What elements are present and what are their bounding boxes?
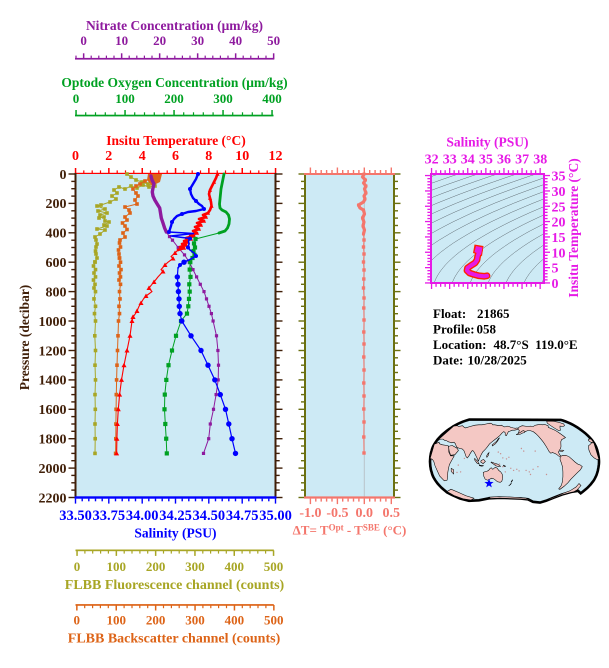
svg-text:10: 10 [115, 33, 128, 48]
svg-text:35: 35 [479, 153, 493, 168]
svg-text:0: 0 [74, 559, 81, 574]
svg-text:2000: 2000 [39, 462, 67, 477]
svg-text:Float:: Float: [433, 306, 466, 321]
svg-text:15: 15 [552, 231, 566, 246]
svg-text:0: 0 [552, 277, 559, 292]
svg-text:8: 8 [205, 149, 212, 164]
svg-text:33.75: 33.75 [92, 508, 125, 524]
svg-text:50: 50 [267, 33, 280, 48]
svg-text:33.50: 33.50 [59, 508, 92, 524]
svg-text:25: 25 [552, 200, 566, 215]
svg-text:48.7°S 119.0°E: 48.7°S 119.0°E [494, 337, 578, 352]
svg-text:058: 058 [477, 322, 497, 337]
svg-text:38: 38 [533, 153, 547, 168]
svg-text:0.0: 0.0 [356, 506, 374, 521]
svg-text:500: 500 [264, 559, 284, 574]
svg-text:34: 34 [461, 153, 475, 168]
svg-text:34.50: 34.50 [192, 508, 225, 524]
svg-text:30: 30 [191, 33, 204, 48]
svg-text:100: 100 [115, 91, 135, 106]
svg-text:6: 6 [172, 149, 179, 164]
svg-text:-1.0: -1.0 [299, 506, 321, 521]
svg-text:200: 200 [46, 197, 67, 212]
svg-text:2: 2 [105, 149, 112, 164]
svg-text:Optode Oxygen Concentration (μ: Optode Oxygen Concentration (μm/kg) [61, 75, 287, 90]
svg-text:10: 10 [235, 149, 249, 164]
svg-text:800: 800 [46, 285, 67, 300]
svg-text:34.00: 34.00 [126, 508, 159, 524]
svg-text:400: 400 [262, 91, 282, 106]
svg-text:2200: 2200 [39, 491, 67, 506]
svg-text:20: 20 [153, 33, 166, 48]
svg-text:1400: 1400 [39, 374, 67, 389]
svg-text:Pressure (decibar): Pressure (decibar) [17, 285, 32, 391]
svg-text:37: 37 [515, 153, 529, 168]
svg-text:21865: 21865 [477, 306, 510, 321]
svg-text:1000: 1000 [39, 315, 67, 330]
svg-text:0: 0 [73, 91, 80, 106]
svg-text:12: 12 [269, 149, 283, 164]
svg-text:34.75: 34.75 [226, 508, 259, 524]
svg-text:200: 200 [146, 559, 166, 574]
svg-text:200: 200 [164, 91, 184, 106]
svg-text:Salinity (PSU): Salinity (PSU) [446, 135, 528, 150]
svg-text:400: 400 [224, 559, 244, 574]
svg-text:4: 4 [139, 149, 146, 164]
svg-text:FLBB Backscatter channel (coun: FLBB Backscatter channel (counts) [68, 632, 281, 647]
svg-text:34.25: 34.25 [159, 508, 192, 524]
svg-text:300: 300 [213, 91, 233, 106]
svg-text:Location:: Location: [433, 337, 486, 352]
svg-text:300: 300 [185, 613, 205, 628]
svg-text:400: 400 [225, 613, 245, 628]
svg-text:5: 5 [552, 262, 559, 277]
svg-text:FLBB Fluorescence channel (cou: FLBB Fluorescence channel (counts) [65, 578, 285, 593]
svg-text:0: 0 [72, 149, 79, 164]
svg-text:Insitu Temperature (°C): Insitu Temperature (°C) [566, 158, 581, 297]
svg-text:0: 0 [80, 33, 87, 48]
svg-text:Nitrate Concentration (μm/kg): Nitrate Concentration (μm/kg) [86, 18, 263, 33]
svg-text:Profile:: Profile: [433, 322, 475, 337]
svg-text:10: 10 [552, 246, 566, 261]
svg-text:33: 33 [443, 153, 457, 168]
svg-text:40: 40 [229, 33, 242, 48]
svg-text:100: 100 [107, 559, 127, 574]
svg-text:20: 20 [552, 216, 566, 231]
svg-text:ΔT= TOpt - TSBE (°C): ΔT= TOpt - TSBE (°C) [293, 523, 407, 538]
svg-text:35: 35 [552, 170, 566, 185]
svg-text:Date:: Date: [433, 353, 463, 368]
svg-text:1600: 1600 [39, 403, 67, 418]
svg-text:36: 36 [497, 153, 511, 168]
svg-text:400: 400 [46, 227, 67, 242]
svg-text:1200: 1200 [39, 344, 67, 359]
svg-text:200: 200 [146, 613, 166, 628]
svg-text:35.00: 35.00 [259, 508, 292, 524]
svg-text:10/28/2025: 10/28/2025 [468, 353, 528, 368]
svg-text:Insitu Temperature (°C): Insitu Temperature (°C) [106, 133, 245, 148]
svg-text:0: 0 [60, 168, 67, 183]
svg-text:Salinity (PSU): Salinity (PSU) [134, 526, 216, 541]
svg-text:600: 600 [46, 256, 67, 271]
svg-text:-0.5: -0.5 [326, 506, 348, 521]
svg-text:32: 32 [425, 153, 439, 168]
svg-text:100: 100 [106, 613, 126, 628]
svg-text:300: 300 [185, 559, 205, 574]
svg-text:30: 30 [552, 185, 566, 200]
svg-text:0.5: 0.5 [382, 506, 400, 521]
svg-text:1800: 1800 [39, 433, 67, 448]
svg-text:0: 0 [74, 613, 81, 628]
svg-text:500: 500 [264, 613, 284, 628]
